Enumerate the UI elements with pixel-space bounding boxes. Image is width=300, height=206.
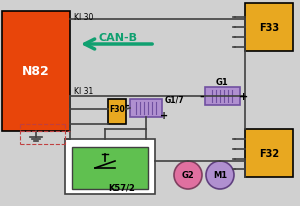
Bar (72, 147, 148, 189)
Bar (2, 12, 70, 131)
Bar (108, 99, 126, 124)
Bar (245, 4, 293, 52)
Text: -: - (200, 91, 204, 102)
Bar (65, 139, 155, 194)
Text: M1: M1 (213, 171, 227, 180)
Text: G2: G2 (182, 171, 194, 180)
Text: G1/7: G1/7 (165, 95, 184, 104)
Text: -: - (125, 101, 129, 110)
Text: K57/2: K57/2 (109, 183, 135, 192)
Text: F30: F30 (109, 105, 125, 114)
Bar (130, 99, 162, 117)
Bar (245, 129, 293, 177)
Text: KI 31: KI 31 (74, 87, 93, 96)
Text: KI 30: KI 30 (74, 12, 93, 21)
Text: F32: F32 (259, 148, 279, 158)
Text: G1: G1 (216, 78, 228, 87)
Text: N82: N82 (22, 65, 50, 78)
Text: F33: F33 (259, 23, 279, 33)
Text: +: + (160, 110, 168, 121)
Text: CAN-B: CAN-B (98, 33, 137, 43)
Circle shape (174, 161, 202, 189)
Circle shape (206, 161, 234, 189)
Bar (205, 88, 240, 105)
Text: +: + (238, 91, 247, 102)
